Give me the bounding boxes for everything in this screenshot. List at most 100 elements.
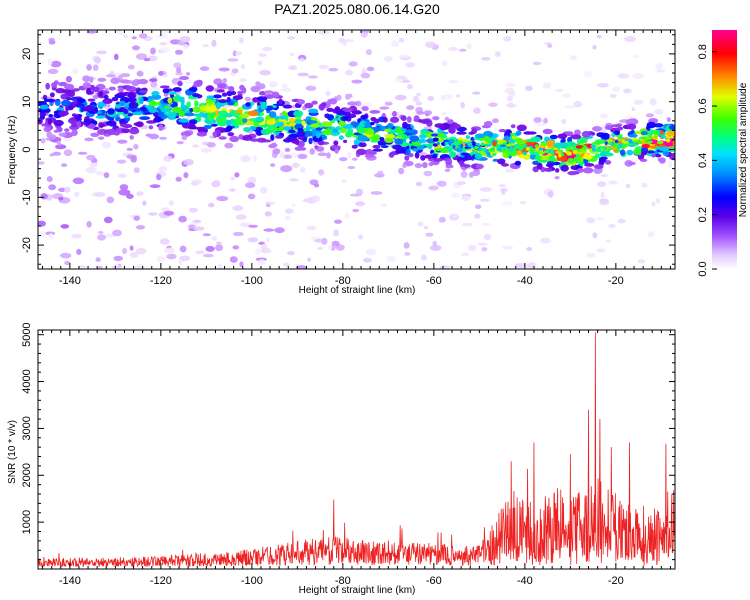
heatmap-cell	[199, 105, 208, 111]
heatmap-cell	[342, 107, 353, 113]
heatmap-cell	[555, 88, 564, 92]
heatmap-cell	[55, 88, 66, 94]
heatmap-cell	[649, 145, 658, 149]
heatmap-cell	[52, 151, 61, 156]
heatmap-cell	[338, 37, 346, 43]
heatmap-cell	[158, 165, 168, 172]
heatmap-cell	[245, 182, 256, 189]
x-tick-label: -40	[517, 575, 533, 587]
heatmap-cell	[343, 124, 354, 129]
heatmap-cell	[593, 164, 604, 170]
heatmap-cell	[352, 157, 358, 161]
heatmap-cell	[50, 92, 55, 98]
heatmap-cell	[235, 214, 247, 220]
colorbar-tick-label: 0.8	[697, 44, 709, 59]
heatmap-cell	[213, 94, 222, 99]
heatmap-cell	[474, 152, 482, 160]
heatmap-cell	[631, 159, 638, 163]
heatmap-cell	[269, 111, 277, 118]
heatmap-cell	[501, 201, 513, 206]
heatmap-cell	[228, 188, 236, 192]
heatmap-cell	[55, 144, 67, 150]
heatmap-cell	[71, 123, 78, 128]
heatmap-cell	[149, 78, 158, 83]
heatmap-cell	[115, 117, 122, 122]
heatmap-cell	[199, 66, 210, 71]
heatmap-cell	[379, 106, 390, 110]
heatmap-cell	[544, 147, 551, 150]
heatmap-cell	[95, 115, 106, 119]
heatmap-cell	[142, 200, 147, 206]
heatmap-cell	[629, 144, 636, 147]
heatmap-cell	[188, 224, 196, 229]
heatmap-cell	[247, 193, 256, 200]
heatmap-cell	[260, 186, 268, 194]
heatmap-cell	[441, 60, 448, 67]
heatmap-cell	[110, 77, 121, 85]
heatmap-cell	[318, 169, 325, 176]
heatmap-cell	[86, 30, 97, 34]
heatmap-cell	[336, 110, 347, 116]
heatmap-cell	[82, 82, 92, 89]
heatmap-cell	[405, 148, 411, 156]
heatmap-cell	[163, 92, 169, 97]
heatmap-cell	[573, 150, 578, 154]
x-tick-label: -120	[150, 275, 172, 287]
heatmap-cell	[148, 100, 158, 107]
heatmap-cell	[448, 80, 460, 84]
heatmap-cell	[227, 132, 235, 137]
heatmap-cell	[182, 44, 189, 50]
heatmap-cell	[543, 150, 550, 153]
heatmap-cell	[166, 253, 177, 260]
heatmap-cell	[129, 127, 140, 135]
heatmap-cell	[62, 137, 72, 141]
heatmap-cell	[240, 64, 245, 70]
heatmap-cell	[173, 62, 182, 69]
heatmap-cell	[494, 51, 501, 57]
heatmap-cell	[564, 105, 576, 109]
heatmap-cell	[331, 240, 340, 247]
heatmap-cell	[402, 121, 408, 129]
heatmap-cell	[40, 138, 46, 144]
heatmap-cell	[271, 91, 280, 99]
snr-series-line	[38, 332, 675, 568]
heatmap-cell	[215, 244, 224, 252]
heatmap-cell	[509, 145, 513, 150]
heatmap-cell	[273, 128, 285, 132]
heatmap-cell	[188, 119, 198, 125]
heatmap-cell	[293, 110, 304, 118]
heatmap-cell	[206, 142, 216, 148]
heatmap-cell	[579, 161, 584, 167]
heatmap-cell	[641, 139, 645, 143]
heatmap-cell	[311, 100, 318, 105]
heatmap-cell	[299, 147, 307, 151]
heatmap-cell	[604, 160, 612, 165]
heatmap-cell	[576, 168, 584, 173]
heatmap-cell	[288, 133, 300, 138]
heatmap-cell	[320, 237, 328, 245]
heatmap-cell	[404, 155, 410, 161]
heatmap-cell	[338, 121, 347, 126]
heatmap-cell	[61, 163, 68, 168]
heatmap-cell	[604, 141, 608, 146]
heatmap-cell	[48, 233, 54, 240]
heatmap-cell	[288, 65, 298, 71]
heatmap-cell	[98, 136, 105, 140]
heatmap-cell	[434, 123, 445, 128]
heatmap-cell	[361, 106, 369, 112]
heatmap-cell	[374, 173, 385, 178]
snr-frame	[37, 329, 676, 570]
x-tick-label: -100	[241, 575, 263, 587]
heatmap-cell	[133, 122, 143, 126]
heatmap-cell	[547, 43, 553, 48]
heatmap-cell	[291, 162, 300, 168]
heatmap-cell	[484, 120, 493, 127]
heatmap-cell	[347, 152, 352, 159]
heatmap-cell	[295, 265, 308, 269]
heatmap-cell	[646, 141, 652, 144]
heatmap-cell	[377, 170, 384, 175]
heatmap-cell	[256, 137, 267, 143]
heatmap-cell	[148, 133, 160, 140]
heatmap-cell	[148, 212, 158, 216]
heatmap-cell	[364, 121, 373, 128]
